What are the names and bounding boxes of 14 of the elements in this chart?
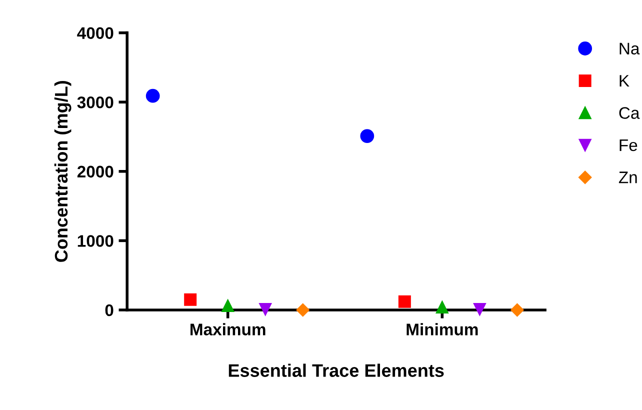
y-tick-label: 1000 xyxy=(78,235,114,247)
x-tick-label: Minimum xyxy=(406,323,478,336)
y-tick-label: 3000 xyxy=(77,96,114,108)
y-axis-title: Concentration (mg/L) xyxy=(54,81,72,262)
x-axis-title: Essential Trace Elements xyxy=(228,364,444,377)
legend-label: Ca xyxy=(619,107,640,119)
legend-label: Na xyxy=(620,42,640,54)
y-tick-label: 4000 xyxy=(77,27,114,40)
legend-label: K xyxy=(620,75,630,87)
x-tick-label: Maximum xyxy=(190,323,266,336)
y-tick-label: 2000 xyxy=(77,166,114,178)
legend-label: Fe xyxy=(620,139,638,152)
y-tick-label: 0 xyxy=(105,304,114,316)
legend-label: Zn xyxy=(618,172,637,184)
